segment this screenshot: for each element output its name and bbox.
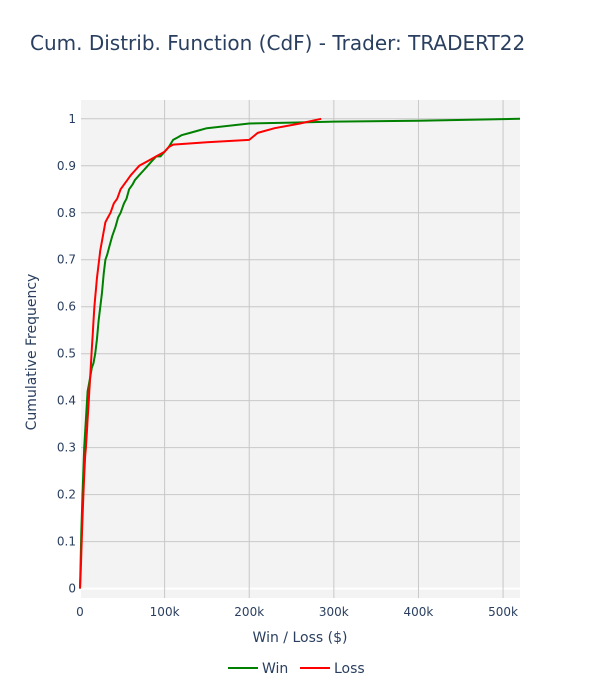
legend-item-loss[interactable]: Loss bbox=[300, 661, 365, 677]
x-tick-label: 0 bbox=[76, 605, 84, 619]
y-tick-label: 0.3 bbox=[57, 441, 76, 455]
legend-item-win[interactable]: Win bbox=[228, 661, 288, 677]
y-tick-label: 1 bbox=[68, 112, 76, 126]
y-tick-label: 0 bbox=[68, 582, 76, 596]
axis-ticks: 0 0.1 0.2 0.3 0.4 0.5 0.6 0.7 0.8 0.9 1 0 100k 200k 30… bbox=[57, 112, 518, 619]
y-axis-title: Cumulative Frequency bbox=[24, 274, 40, 431]
grid-lines bbox=[79, 100, 520, 598]
series-lines bbox=[79, 117, 521, 589]
x-axis-title: Win / Loss ($) bbox=[253, 630, 348, 646]
y-tick-label: 0.1 bbox=[57, 535, 76, 549]
x-tick-label: 500k bbox=[488, 605, 518, 619]
y-tick-label: 0.9 bbox=[57, 159, 76, 173]
y-tick-label: 0.5 bbox=[57, 347, 76, 361]
x-tick-label: 200k bbox=[234, 605, 264, 619]
legend-label: Win bbox=[262, 661, 288, 677]
y-tick-label: 0.4 bbox=[57, 394, 76, 408]
plot-area bbox=[80, 100, 520, 598]
y-tick-label: 0.7 bbox=[57, 253, 76, 267]
y-tick-label: 0.6 bbox=[57, 300, 76, 314]
legend-label: Loss bbox=[334, 661, 365, 677]
legend[interactable]: Win Loss bbox=[228, 661, 365, 677]
x-tick-label: 400k bbox=[404, 605, 434, 619]
series-line-loss bbox=[79, 117, 322, 589]
y-tick-label: 0.2 bbox=[57, 488, 76, 502]
chart-title: Cum. Distrib. Function (CdF) - Trader: T… bbox=[30, 31, 525, 55]
x-tick-label: 300k bbox=[319, 605, 349, 619]
x-tick-label: 100k bbox=[150, 605, 180, 619]
y-tick-label: 0.8 bbox=[57, 206, 76, 220]
